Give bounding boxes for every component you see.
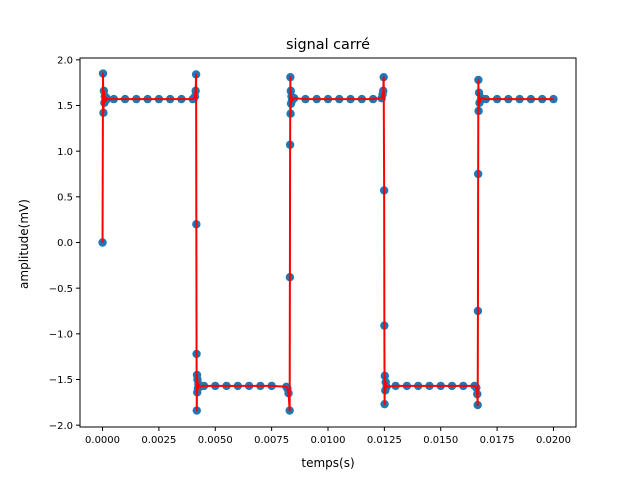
x-tick-label: 0.0200: [536, 435, 571, 446]
y-tick-label: 2.0: [57, 55, 73, 66]
x-tick-label: 0.0125: [367, 435, 402, 446]
x-tick-label: 0.0150: [423, 435, 458, 446]
y-tick-label: 0.5: [57, 192, 73, 203]
x-tick-label: 0.0000: [85, 435, 120, 446]
data-point: [98, 238, 107, 247]
y-tick-label: −1.0: [49, 329, 73, 340]
x-tick-label: 0.0175: [480, 435, 515, 446]
x-tick-label: 0.0050: [198, 435, 233, 446]
x-tick-label: 0.0100: [311, 435, 346, 446]
x-tick-label: 0.0075: [254, 435, 289, 446]
y-axis-label: amplitude(mV): [17, 199, 31, 289]
x-axis-label: temps(s): [301, 456, 354, 470]
y-tick-label: 1.0: [57, 147, 73, 158]
y-tick-label: −2.0: [49, 421, 73, 432]
y-tick-label: 0.0: [57, 238, 73, 249]
chart-title: signal carré: [286, 37, 370, 53]
y-tick-label: −0.5: [49, 284, 73, 295]
data-point: [549, 94, 558, 104]
y-tick-label: 1.5: [57, 101, 73, 112]
series-line: [101, 72, 554, 412]
y-tick-label: −1.5: [49, 375, 73, 386]
x-tick-label: 0.0025: [141, 435, 176, 446]
plot-area: 0.0000 0.0025 0.0050 0.0075 0.0100 0.0125 0.01…: [49, 55, 577, 446]
